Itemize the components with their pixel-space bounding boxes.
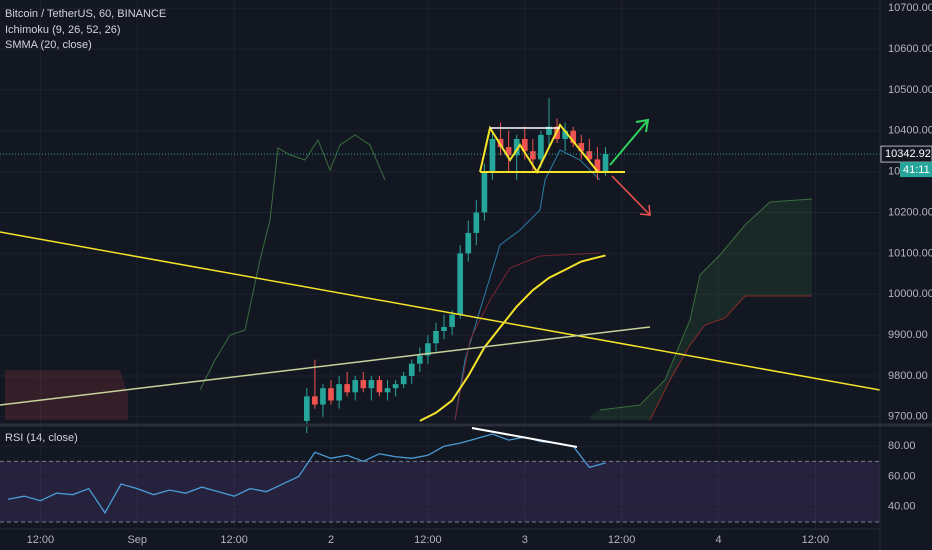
candle-body [303,396,310,421]
candle-body [433,331,439,344]
candle-body [538,134,544,160]
candle-body [328,388,334,401]
rsi-tick-label: 80.00 [888,440,916,452]
rsi-title: RSI (14, close) [5,432,78,444]
chart-title: Bitcoin / TetherUS, 60, BINANCE [5,8,166,20]
candle-body [400,375,407,385]
y-tick-label: 10000.00 [888,288,932,300]
candle-body [481,171,488,213]
candle-body [602,154,609,172]
candle-body [416,355,423,364]
candle-body [352,380,359,393]
x-tick-label: Sep [127,534,147,546]
marks [0,98,880,515]
candle-body [408,363,415,376]
y-tick-label: 10100.00 [888,247,932,259]
candle-body [457,253,464,315]
countdown-label: 41:11 [903,164,930,176]
candle-body [376,380,383,393]
candle-body [336,384,342,401]
candle-body [473,212,480,233]
chikou-span [199,134,386,391]
y-tick-label: 10200.00 [888,206,932,218]
candle-body [530,151,536,160]
candle-body [586,151,593,160]
kijun-sen [454,252,601,421]
trendline [0,231,881,391]
candle-body [489,138,496,172]
trendline [0,326,651,406]
rsi-band [0,461,880,522]
candle-body [546,126,552,135]
last-price-label: 10342.92 [885,148,931,160]
candle-body [312,396,318,405]
candle-body [425,343,431,356]
candle-body [513,138,520,156]
ichimoku-cloud-red [5,370,128,420]
candle-body [441,326,447,332]
arrow-down [611,175,651,216]
arrow-up [609,118,650,166]
y-tick-label: 10500.00 [888,84,932,96]
candle-body [578,143,585,152]
x-tick-label: 12:00 [414,534,442,546]
candle-body [505,147,512,156]
x-tick-label: 12:00 [27,534,55,546]
rsi-tick-label: 60.00 [888,470,916,482]
x-tick-label: 2 [328,534,334,546]
x-tick-label: 12:00 [802,534,830,546]
y-tick-label: 10700.00 [888,2,932,14]
y-tick-label: 10600.00 [888,43,932,55]
candle-body [594,159,601,172]
x-tick-label: 12:00 [608,534,636,546]
rsi-tick-label: 40.00 [888,501,916,513]
smma-line [419,254,606,422]
candle-body [344,384,350,393]
senkou-b [649,295,812,421]
candle-body [384,388,391,393]
y-tick-label: 9800.00 [888,370,928,382]
y-tick-label: 10400.00 [888,125,932,137]
grid [0,0,880,528]
indicator-label: SMMA (20, close) [5,39,92,51]
candle-body [368,380,375,389]
candle-body [521,138,528,152]
rsi-divergence [471,427,578,448]
candle-body [449,314,455,327]
candle-body [465,232,472,254]
x-tick-label: 4 [715,534,721,546]
ichimoku-cloud [590,199,812,420]
x-tick-label: 12:00 [220,534,248,546]
senkou-a [599,198,813,411]
labels: 9700.00 9800.00 9900.00 10000.00 10100.00 102… [27,2,932,546]
rsi-line [7,433,606,515]
candle-body [320,388,326,405]
candle-body [570,130,577,144]
x-tick-label: 3 [522,534,528,546]
candle-body [562,130,568,139]
countdown-box [900,162,932,178]
y-tick-label: 9700.00 [888,411,928,423]
candle-body [392,384,399,389]
indicator-label: Ichimoku (9, 26, 52, 26) [5,24,121,36]
y-tick-label: 9900.00 [888,329,928,341]
candle-body [360,380,367,389]
